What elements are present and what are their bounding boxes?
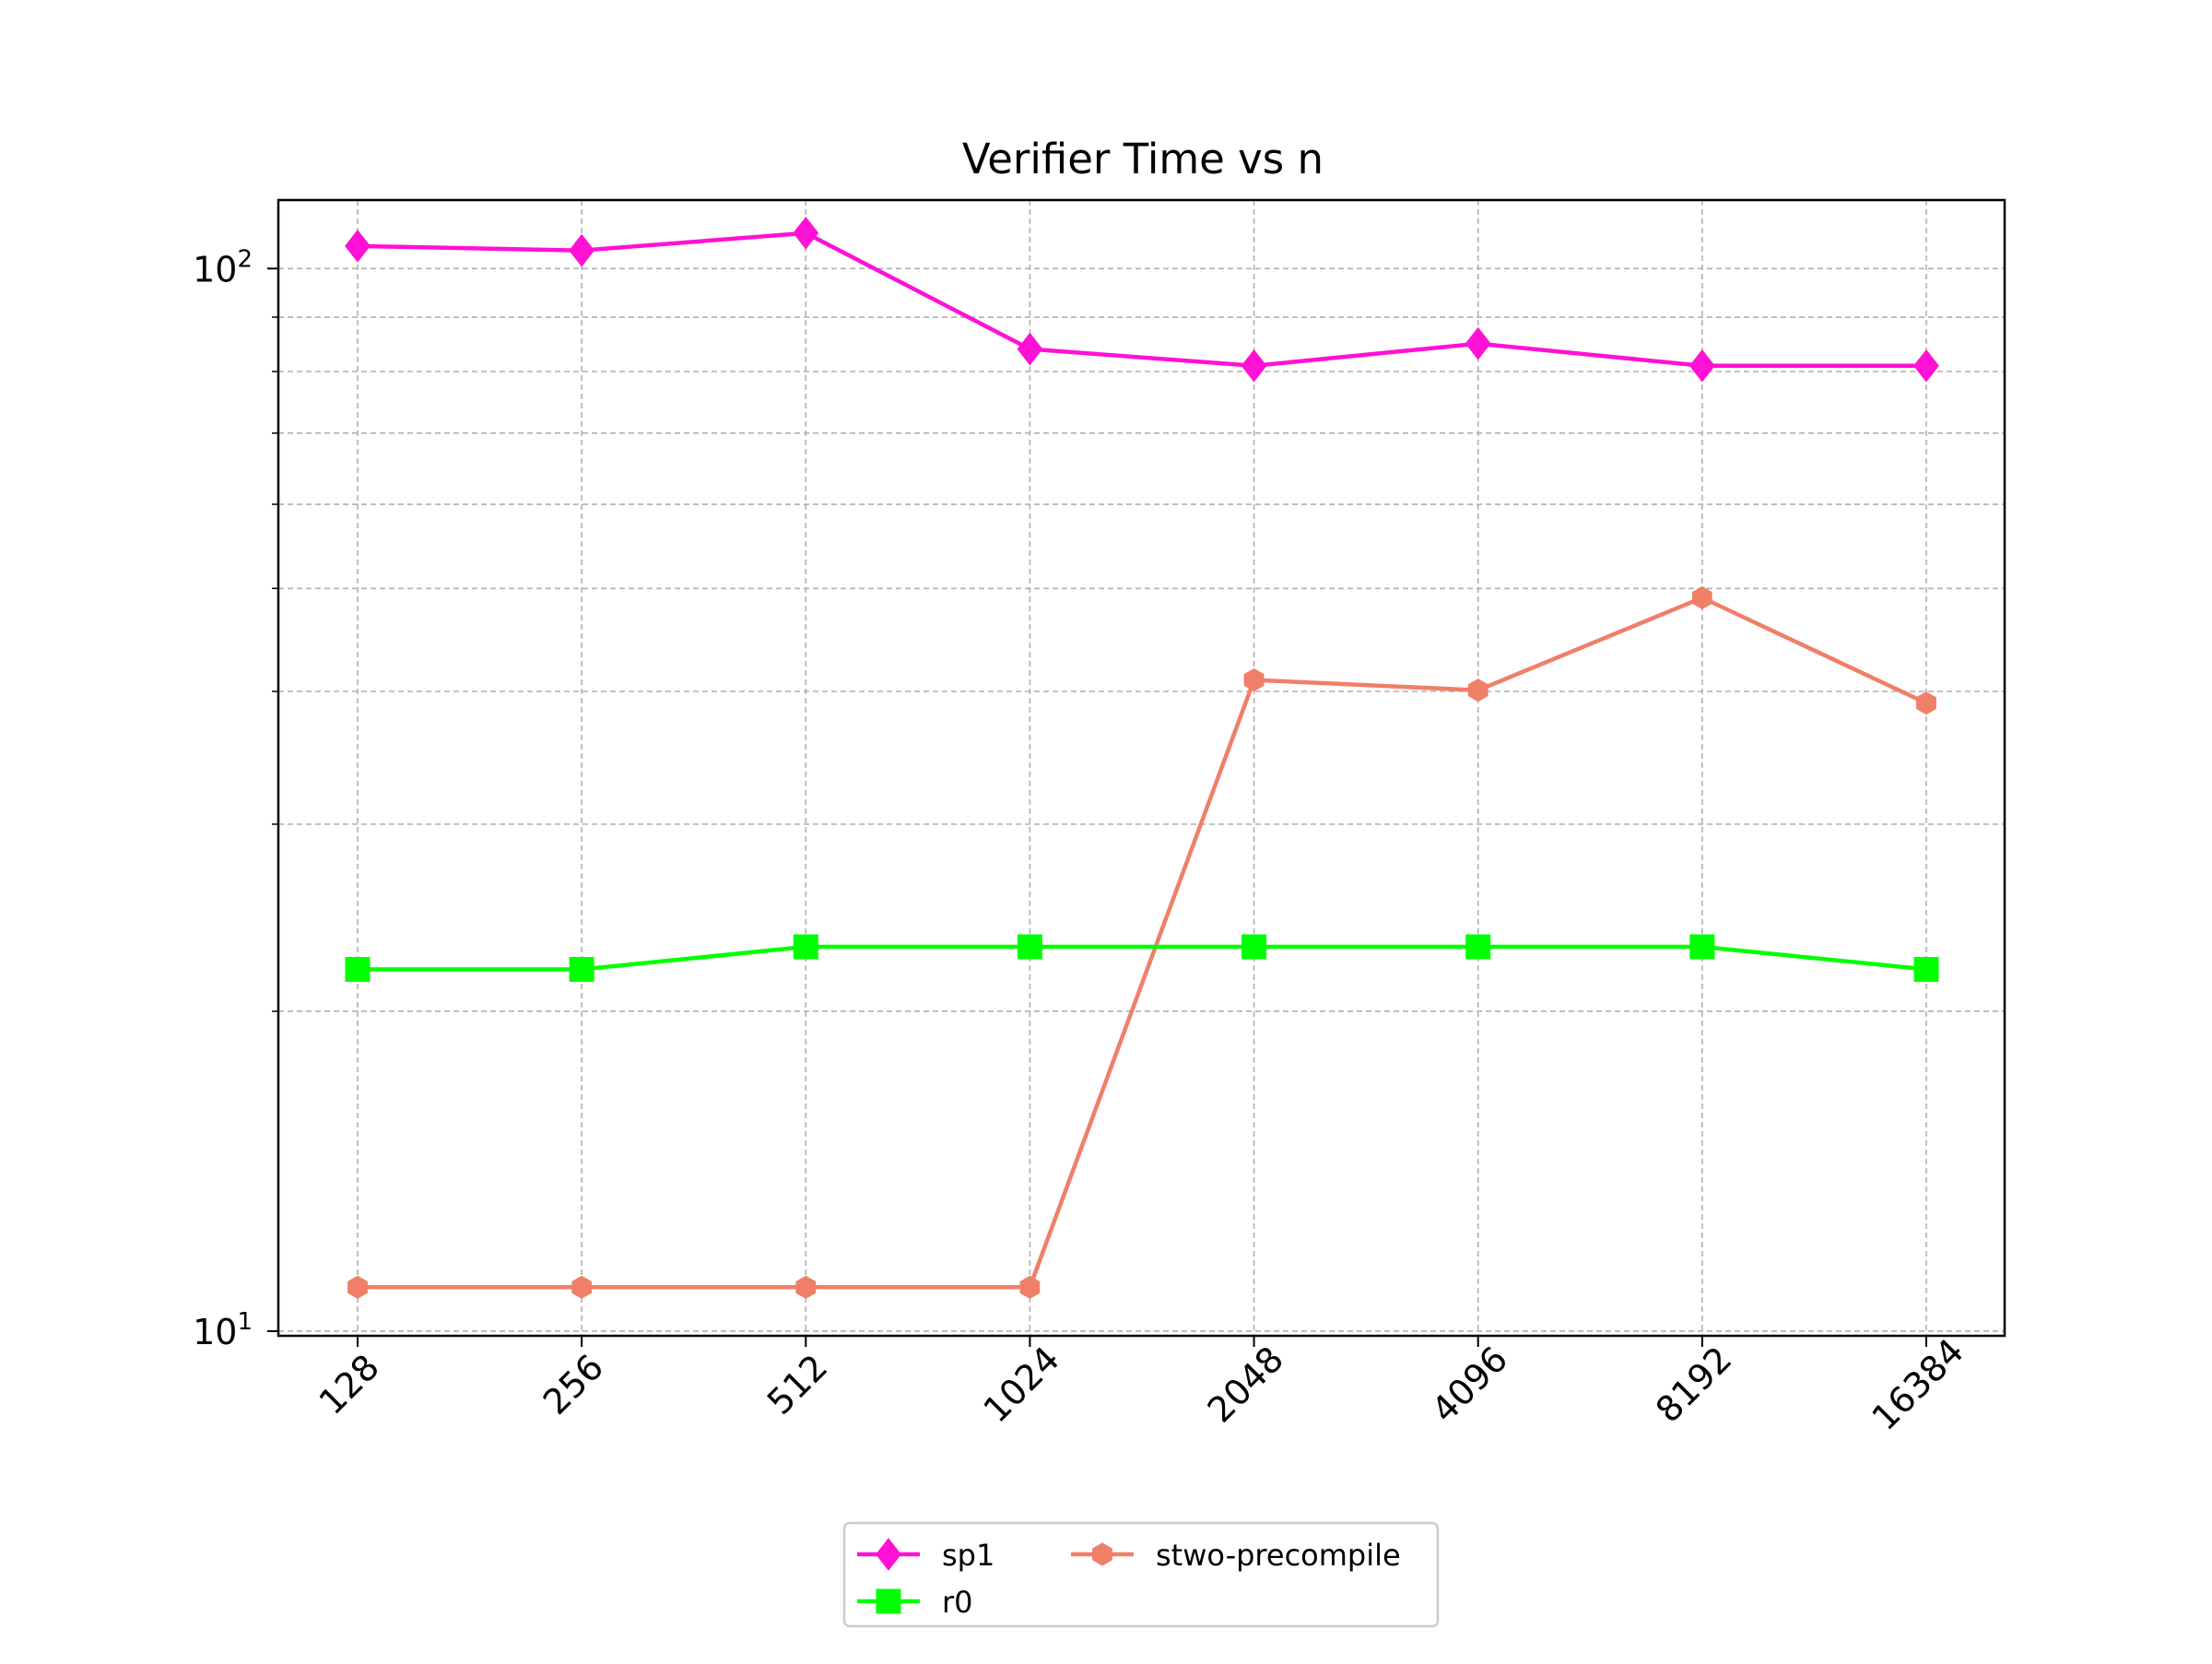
data-point-marker	[347, 1275, 368, 1299]
series-line	[358, 944, 1927, 972]
data-point-marker	[1916, 691, 1936, 715]
data-point-marker	[1692, 585, 1712, 609]
axes-frame	[276, 198, 2006, 1338]
data-point-marker	[1465, 934, 1491, 960]
data-point-marker	[1241, 348, 1267, 383]
data-point-marker	[1913, 957, 1939, 983]
data-point-marker	[1467, 679, 1488, 702]
data-point-marker	[876, 1588, 901, 1614]
legend-item-r0: r0	[857, 1585, 973, 1620]
legend-item-sp1: sp1	[857, 1538, 994, 1573]
data-point-marker	[1019, 1275, 1041, 1299]
data-point-marker	[1465, 326, 1491, 360]
plot-area	[345, 216, 1939, 1299]
series-r0	[345, 934, 1939, 983]
data-point-marker	[345, 957, 371, 983]
legend: sp1 r0 stwo-precompile	[842, 1521, 1440, 1628]
legend-frame	[842, 1521, 1440, 1628]
legend-item-stwo-precompile: stwo-precompile	[1071, 1538, 1401, 1573]
legend-label: sp1	[942, 1538, 994, 1573]
data-point-marker	[1092, 1542, 1112, 1566]
data-point-marker	[345, 230, 371, 263]
data-point-marker	[793, 216, 819, 250]
data-point-marker	[1017, 934, 1042, 960]
series-line	[357, 230, 1926, 369]
data-point-marker	[571, 1275, 592, 1299]
legend-label: r0	[942, 1585, 973, 1620]
data-point-marker	[1913, 348, 1939, 383]
series-stwo-precompile	[347, 585, 1936, 1299]
y-tick-label: 102	[193, 245, 253, 289]
data-point-marker	[569, 957, 594, 983]
data-point-marker	[1241, 934, 1267, 960]
data-point-marker	[1689, 934, 1715, 960]
data-point-marker	[1017, 332, 1043, 366]
legend-label: stwo-precompile	[1156, 1538, 1401, 1573]
data-point-marker	[793, 934, 818, 960]
data-point-marker	[1688, 348, 1715, 383]
data-point-marker	[569, 233, 595, 267]
data-point-marker	[795, 1275, 817, 1299]
data-point-marker	[876, 1538, 901, 1571]
data-point-marker	[1243, 668, 1265, 692]
series-line	[358, 596, 1927, 1290]
grid	[278, 200, 2005, 1336]
series-sp1	[345, 216, 1939, 383]
y-tick-label: 101	[193, 1308, 253, 1352]
chart-title: Verifier Time vs n	[962, 135, 1324, 183]
